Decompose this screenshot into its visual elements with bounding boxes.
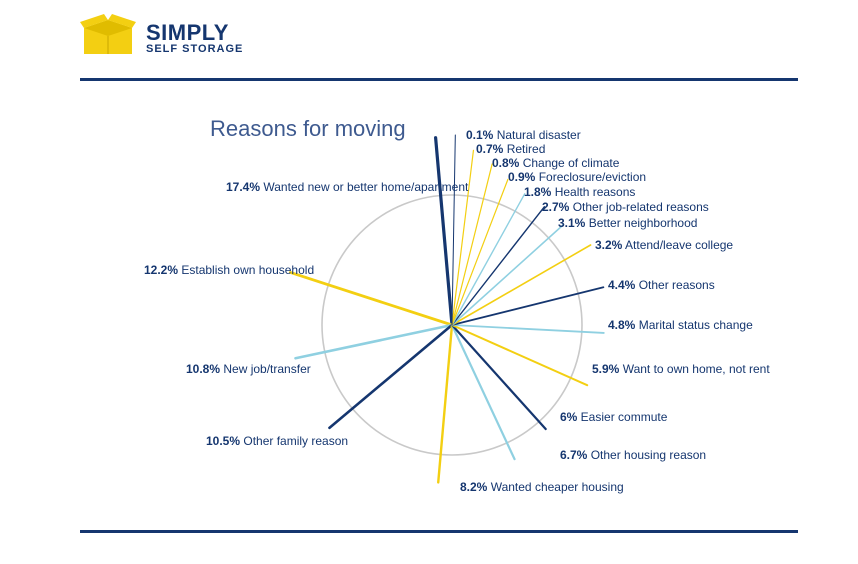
spoke-pct: 6.7% (560, 448, 587, 462)
spoke-pct: 4.8% (608, 318, 635, 332)
spoke-text: Other family reason (240, 434, 348, 448)
spoke-label: 17.4% Wanted new or better home/apartmen… (226, 180, 468, 194)
spoke-pct: 2.7% (542, 200, 569, 214)
page: { "brand": { "line1": "SIMPLY", "line2":… (0, 0, 858, 564)
spoke-pct: 3.2% (595, 238, 622, 252)
spoke-text: Health reasons (551, 185, 635, 199)
spoke-text: New job/transfer (220, 362, 311, 376)
spoke-text: Establish own household (178, 263, 314, 277)
spoke-pct: 6% (560, 410, 577, 424)
spoke-pct: 0.8% (492, 156, 519, 170)
spoke-text: Other reasons (635, 278, 714, 292)
spoke-label: 4.4% Other reasons (608, 278, 715, 292)
spoke-pct: 3.1% (558, 216, 585, 230)
spoke-text: Marital status change (635, 318, 752, 332)
spoke-text: Other housing reason (587, 448, 706, 462)
spoke-label: 0.9% Foreclosure/eviction (508, 170, 646, 184)
spoke-label: 0.8% Change of climate (492, 156, 619, 170)
spoke-text: Natural disaster (493, 128, 580, 142)
spoke-label: 0.1% Natural disaster (466, 128, 581, 142)
spoke-text: Other job-related reasons (569, 200, 708, 214)
spoke-pct: 10.5% (206, 434, 240, 448)
spoke-label: 5.9% Want to own home, not rent (592, 362, 770, 376)
spoke-text: Wanted new or better home/apartment (260, 180, 468, 194)
spoke-text: Easier commute (577, 410, 667, 424)
spoke-label: 10.8% New job/transfer (186, 362, 311, 376)
spoke-label: 10.5% Other family reason (206, 434, 348, 448)
spoke-label: 3.1% Better neighborhood (558, 216, 697, 230)
spoke-label: 3.2% Attend/leave college (595, 238, 733, 252)
spoke-label: 6.7% Other housing reason (560, 448, 706, 462)
spoke-label: 8.2% Wanted cheaper housing (460, 480, 624, 494)
spoke-pct: 5.9% (592, 362, 619, 376)
spoke-pct: 1.8% (524, 185, 551, 199)
spoke-text: Foreclosure/eviction (535, 170, 646, 184)
spoke-text: Retired (503, 142, 545, 156)
spoke-text: Wanted cheaper housing (487, 480, 623, 494)
spoke-pct: 0.7% (476, 142, 503, 156)
spoke-label: 6% Easier commute (560, 410, 667, 424)
spoke-pct: 10.8% (186, 362, 220, 376)
spoke-pct: 4.4% (608, 278, 635, 292)
spoke-text: Want to own home, not rent (619, 362, 769, 376)
spoke-label: 4.8% Marital status change (608, 318, 753, 332)
spoke-pct: 0.1% (466, 128, 493, 142)
spoke-text: Attend/leave college (622, 238, 733, 252)
spoke-pct: 8.2% (460, 480, 487, 494)
spoke-text: Better neighborhood (585, 216, 697, 230)
spoke-pct: 17.4% (226, 180, 260, 194)
spoke-label: 2.7% Other job-related reasons (542, 200, 709, 214)
reasons-chart (0, 0, 858, 564)
spoke-label: 1.8% Health reasons (524, 185, 635, 199)
spoke-label: 0.7% Retired (476, 142, 545, 156)
spoke-text: Change of climate (519, 156, 619, 170)
spoke-label: 12.2% Establish own household (144, 263, 314, 277)
spoke-pct: 12.2% (144, 263, 178, 277)
spoke-pct: 0.9% (508, 170, 535, 184)
